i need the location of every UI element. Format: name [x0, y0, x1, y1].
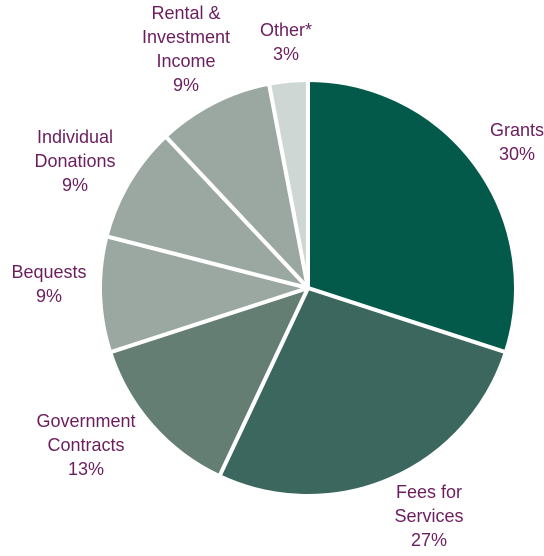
- slice-percent-0: 30%: [499, 144, 535, 164]
- slice-percent-1: 27%: [411, 530, 447, 550]
- slice-percent-6: 3%: [273, 44, 299, 64]
- pie-slice-3: [98, 234, 310, 355]
- slice-percent-4: 9%: [62, 175, 88, 195]
- slice-name-line-5-1: Investment: [142, 27, 230, 47]
- pie-slice-1: [217, 286, 508, 498]
- slice-label-4: Individual Donations 9%: [34, 127, 115, 195]
- pie-slice-6: [267, 77, 310, 290]
- slice-label-5: Rental & Investment Income 9%: [142, 3, 230, 95]
- slice-percent-5: 9%: [173, 75, 199, 95]
- slice-name-line-5-0: Rental &: [151, 3, 220, 23]
- slice-label-1: Fees for Services 27%: [394, 482, 463, 550]
- pie-slice-0: [306, 78, 518, 355]
- slice-name-line-0-0: Grants: [490, 120, 544, 140]
- slice-name-line-5-2: Income: [156, 51, 215, 71]
- pie-slices: [98, 77, 518, 498]
- slice-label-6: Other* 3%: [260, 20, 312, 64]
- slice-label-0: Grants 30%: [490, 120, 544, 164]
- slice-name-line-3-0: Bequests: [11, 262, 86, 282]
- slice-label-3: Bequests 9%: [11, 262, 86, 306]
- slice-percent-3: 9%: [36, 286, 62, 306]
- pie-slice-5: [163, 81, 310, 290]
- slice-name-line-1-1: Services: [394, 506, 463, 526]
- slice-name-line-4-1: Donations: [34, 151, 115, 171]
- slice-percent-2: 13%: [68, 459, 104, 479]
- pie-slice-2: [108, 286, 310, 479]
- pie-slice-4: [104, 134, 310, 290]
- slice-label-2: Government Contracts 13%: [36, 411, 135, 479]
- slice-name-line-2-0: Government: [36, 411, 135, 431]
- slice-name-line-2-1: Contracts: [47, 435, 124, 455]
- pie-labels: Grants 30% Fees for Services 27% Government Co…: [11, 3, 544, 550]
- slice-name-line-1-0: Fees for: [396, 482, 462, 502]
- slice-name-line-6-0: Other*: [260, 20, 312, 40]
- slice-name-line-4-0: Individual: [37, 127, 113, 147]
